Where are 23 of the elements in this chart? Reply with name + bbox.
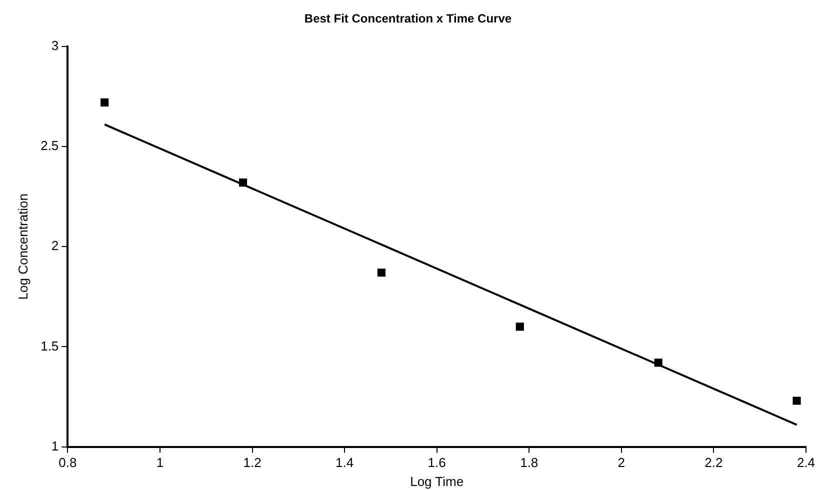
y-tick-label: 2 (51, 238, 59, 254)
x-tick-label: 2 (618, 455, 626, 470)
y-tick-label: 3 (51, 38, 59, 53)
point (100, 98, 109, 106)
point (238, 178, 248, 187)
y-tick-label: 1 (51, 438, 59, 454)
x-tick-label: 2.4 (796, 455, 816, 470)
chart-title: Best Fit Concentration x Time Curve (304, 12, 512, 26)
y-tick-label: 1.5 (40, 338, 59, 354)
point (516, 322, 524, 331)
x-tick-label: 1.8 (520, 455, 538, 470)
x-axis-title: Log Time (410, 474, 464, 489)
y-axis-title: Log Concentration (15, 193, 30, 300)
x-tick-label: 1.2 (243, 455, 262, 470)
y-tick-label: 2.5 (40, 138, 59, 154)
x-tick-label: 1 (156, 455, 164, 470)
point (377, 268, 386, 277)
x-tick-label: 1.4 (336, 455, 354, 470)
x-tick-label: 0.8 (58, 455, 77, 470)
x-tick-label: 1.6 (428, 455, 446, 470)
x-tick-label: 2.2 (704, 455, 723, 470)
point (654, 358, 662, 367)
point (792, 396, 801, 405)
